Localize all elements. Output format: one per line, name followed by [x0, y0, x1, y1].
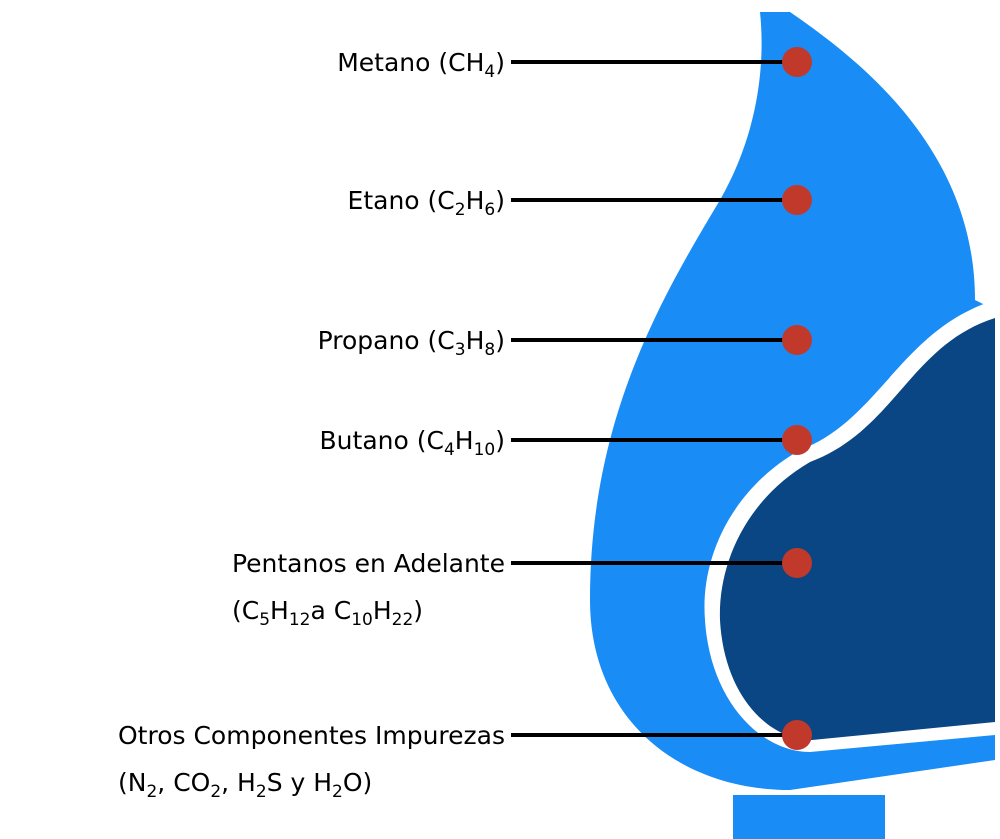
subscript: 10	[474, 440, 496, 460]
text-run: )	[495, 326, 505, 355]
text-run: )	[495, 186, 505, 215]
text-run: O)	[343, 768, 372, 797]
subscript: 5	[259, 610, 270, 630]
subscript: 4	[484, 62, 495, 82]
flame-core	[719, 318, 995, 740]
subscript: 3	[455, 340, 466, 360]
marker-dot	[782, 185, 812, 215]
text-run: a C	[310, 596, 351, 625]
subscript: 2	[455, 200, 466, 220]
text-run: H	[270, 596, 289, 625]
marker-dot	[782, 720, 812, 750]
text-run: Etano (C	[348, 186, 455, 215]
text-run: Otros Componentes Impurezas	[118, 721, 505, 750]
label-text: Otros Componentes Impurezas	[118, 721, 505, 750]
text-run: Pentanos en Adelante	[232, 549, 505, 578]
text-run: (C	[232, 596, 259, 625]
label-text: Etano (C2H6)	[348, 186, 505, 220]
subscript: 2	[332, 782, 343, 802]
text-run: Metano (CH	[337, 48, 484, 77]
marker-dot	[782, 47, 812, 77]
burner-base	[733, 795, 885, 839]
label-text: Metano (CH4)	[337, 48, 505, 82]
text-run: H	[466, 186, 485, 215]
label-text: Pentanos en Adelante	[232, 549, 505, 578]
text-run: )	[495, 426, 505, 455]
text-run: )	[413, 596, 423, 625]
text-run: , CO	[157, 768, 210, 797]
label-text: Butano (C4H10)	[320, 426, 505, 460]
marker-dot	[782, 325, 812, 355]
text-run: H	[373, 596, 392, 625]
label-text: (C5H12a C10H22)	[232, 596, 423, 630]
text-run: )	[495, 48, 505, 77]
subscript: 4	[444, 440, 455, 460]
labels: Metano (CH4)Etano (C2H6)Propano (C3H8)Bu…	[118, 47, 812, 802]
text-run: (N	[118, 768, 146, 797]
subscript: 12	[289, 610, 311, 630]
subscript: 2	[210, 782, 221, 802]
text-run: H	[455, 426, 474, 455]
label-text: Propano (C3H8)	[318, 326, 505, 360]
subscript: 2	[256, 782, 267, 802]
text-run: Propano (C	[318, 326, 455, 355]
marker-dot	[782, 425, 812, 455]
subscript: 22	[392, 610, 414, 630]
text-run: H	[466, 326, 485, 355]
text-run: S y H	[267, 768, 332, 797]
label-text: (N2, CO2, H2S y H2O)	[118, 768, 372, 802]
subscript: 6	[484, 200, 495, 220]
subscript: 2	[146, 782, 157, 802]
text-run: , H	[221, 768, 256, 797]
text-run: Butano (C	[320, 426, 444, 455]
subscript: 8	[484, 340, 495, 360]
marker-dot	[782, 548, 812, 578]
subscript: 10	[351, 610, 373, 630]
